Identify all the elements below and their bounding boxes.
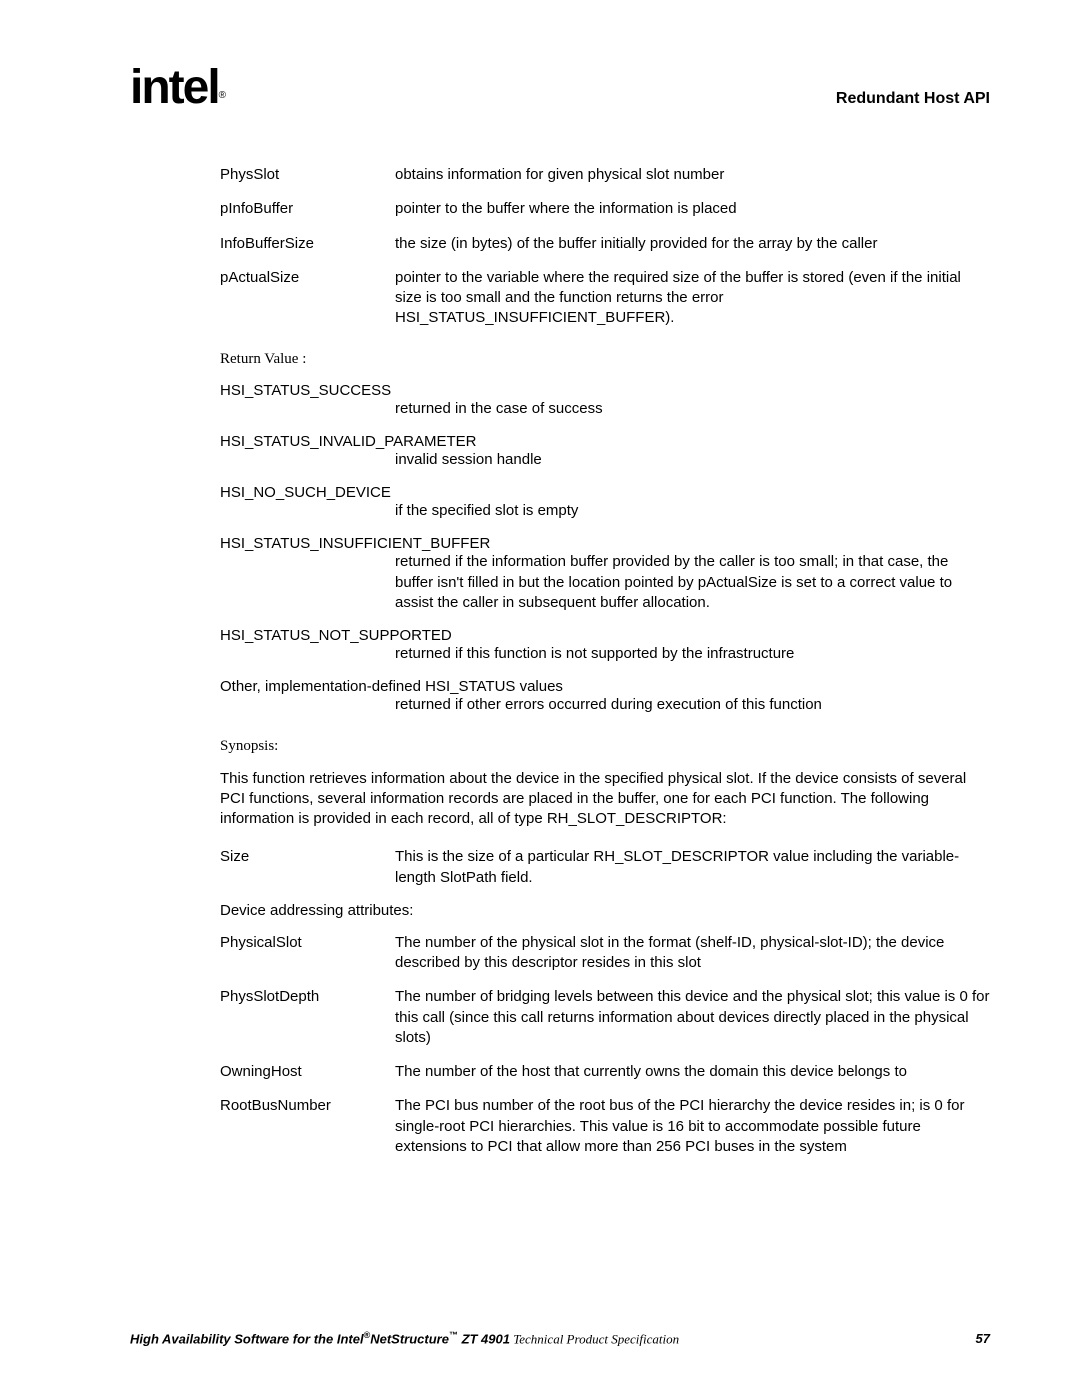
status-name: HSI_STATUS_INVALID_PARAMETER (220, 433, 990, 450)
status-desc: returned in the case of success (395, 399, 990, 419)
param-row: PhysSlot obtains information for given p… (220, 165, 990, 185)
param-name: RootBusNumber (220, 1096, 395, 1157)
param-name: Size (220, 847, 395, 888)
param-row: PhysicalSlot The number of the physical … (220, 933, 990, 974)
footer-tm: ™ (449, 1330, 458, 1340)
page-number: 57 (976, 1331, 990, 1346)
addressing-label: Device addressing attributes: (220, 902, 990, 919)
param-name: OwningHost (220, 1062, 395, 1082)
footer-spec: Technical Product Specification (510, 1331, 679, 1346)
footer-netstructure: NetStructure (370, 1331, 449, 1346)
page-footer: High Availability Software for the Intel… (130, 1330, 990, 1347)
status-item: Other, implementation-defined HSI_STATUS… (220, 678, 990, 715)
status-name: HSI_NO_SUCH_DEVICE (220, 484, 990, 501)
param-desc: The PCI bus number of the root bus of th… (395, 1096, 990, 1157)
param-desc: The number of the host that currently ow… (395, 1062, 990, 1082)
intel-logo: intel® (130, 60, 224, 115)
document-title: Redundant Host API (836, 90, 990, 108)
param-row: RootBusNumber The PCI bus number of the … (220, 1096, 990, 1157)
param-row: Size This is the size of a particular RH… (220, 847, 990, 888)
status-name: HSI_STATUS_INSUFFICIENT_BUFFER (220, 535, 990, 552)
param-name: InfoBufferSize (220, 234, 395, 254)
footer-product-info: High Availability Software for the Intel… (130, 1330, 679, 1347)
status-desc: returned if this function is not support… (395, 644, 990, 664)
param-name: pInfoBuffer (220, 199, 395, 219)
param-desc: pointer to the variable where the requir… (395, 268, 990, 329)
status-desc: returned if other errors occurred during… (395, 695, 990, 715)
param-desc: the size (in bytes) of the buffer initia… (395, 234, 990, 254)
status-item: HSI_STATUS_SUCCESS returned in the case … (220, 382, 990, 419)
logo-text: intel (130, 61, 219, 114)
param-row: OwningHost The number of the host that c… (220, 1062, 990, 1082)
synopsis-label: Synopsis: (220, 738, 990, 755)
status-item: HSI_NO_SUCH_DEVICE if the specified slot… (220, 484, 990, 521)
param-row: pInfoBuffer pointer to the buffer where … (220, 199, 990, 219)
param-name: PhysSlotDepth (220, 987, 395, 1048)
synopsis-text: This function retrieves information abou… (220, 769, 990, 830)
footer-model: ZT 4901 (458, 1331, 510, 1346)
status-item: HSI_STATUS_INSUFFICIENT_BUFFER returned … (220, 535, 990, 613)
param-desc: This is the size of a particular RH_SLOT… (395, 847, 990, 888)
status-desc: returned if the information buffer provi… (395, 552, 990, 613)
footer-prefix: High Availability Software for the Intel (130, 1331, 364, 1346)
status-name: HSI_STATUS_NOT_SUPPORTED (220, 627, 990, 644)
param-desc: pointer to the buffer where the informat… (395, 199, 990, 219)
return-value-label: Return Value : (220, 351, 990, 368)
param-desc: The number of bridging levels between th… (395, 987, 990, 1048)
param-name: PhysSlot (220, 165, 395, 185)
param-row: InfoBufferSize the size (in bytes) of th… (220, 234, 990, 254)
status-name: HSI_STATUS_SUCCESS (220, 382, 990, 399)
status-desc: invalid session handle (395, 450, 990, 470)
param-row: PhysSlotDepth The number of bridging lev… (220, 987, 990, 1048)
param-desc: The number of the physical slot in the f… (395, 933, 990, 974)
status-desc: if the specified slot is empty (395, 501, 990, 521)
param-name: PhysicalSlot (220, 933, 395, 974)
status-item: HSI_STATUS_INVALID_PARAMETER invalid ses… (220, 433, 990, 470)
status-name: Other, implementation-defined HSI_STATUS… (220, 678, 990, 695)
status-item: HSI_STATUS_NOT_SUPPORTED returned if thi… (220, 627, 990, 664)
main-content: PhysSlot obtains information for given p… (220, 165, 990, 1157)
param-row: pActualSize pointer to the variable wher… (220, 268, 990, 329)
param-name: pActualSize (220, 268, 395, 329)
page-header: intel® Redundant Host API (130, 60, 990, 115)
param-desc: obtains information for given physical s… (395, 165, 990, 185)
logo-registered: ® (219, 90, 224, 101)
